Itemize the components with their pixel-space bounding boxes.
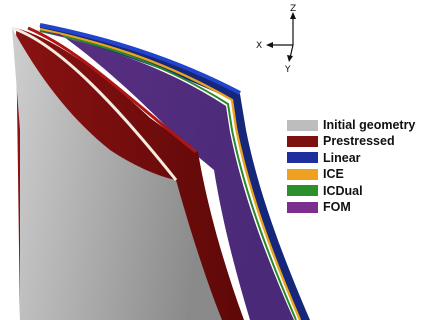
legend-item-prestressed: Prestressed	[287, 133, 415, 149]
legend-swatch	[287, 152, 318, 164]
legend-label: ICDual	[323, 183, 363, 198]
initial-geometry-surface	[12, 28, 222, 320]
legend-item-fom: FOM	[287, 199, 415, 215]
fom-surface	[36, 30, 294, 320]
legend-label: Prestressed	[323, 134, 395, 149]
legend-swatch	[287, 136, 318, 148]
legend: Initial geometry Prestressed Linear ICE …	[287, 117, 415, 215]
axis-x-label: X	[256, 41, 262, 51]
legend-item-icdual: ICDual	[287, 183, 415, 199]
ice-edge	[39, 27, 302, 320]
legend-swatch	[287, 119, 318, 131]
legend-label: ICE	[323, 167, 344, 182]
legend-item-initial-geometry: Initial geometry	[287, 117, 415, 133]
linear-surface	[40, 26, 310, 320]
legend-label: FOM	[323, 199, 351, 214]
prestressed-edge	[27, 26, 197, 154]
icdual-edge	[39, 30, 297, 320]
legend-swatch	[287, 201, 318, 213]
linear-edge	[39, 23, 241, 95]
axis-triad: Z X Y	[256, 4, 296, 75]
legend-item-linear: Linear	[287, 150, 415, 166]
legend-label: Linear	[323, 150, 361, 165]
legend-swatch	[287, 185, 318, 197]
legend-swatch	[287, 168, 318, 180]
legend-label: Initial geometry	[323, 117, 416, 132]
initial-geometry-edge	[11, 26, 178, 181]
legend-item-ice: ICE	[287, 166, 415, 182]
axis-y-label: Y	[284, 65, 291, 75]
axis-z-label: Z	[290, 4, 296, 14]
